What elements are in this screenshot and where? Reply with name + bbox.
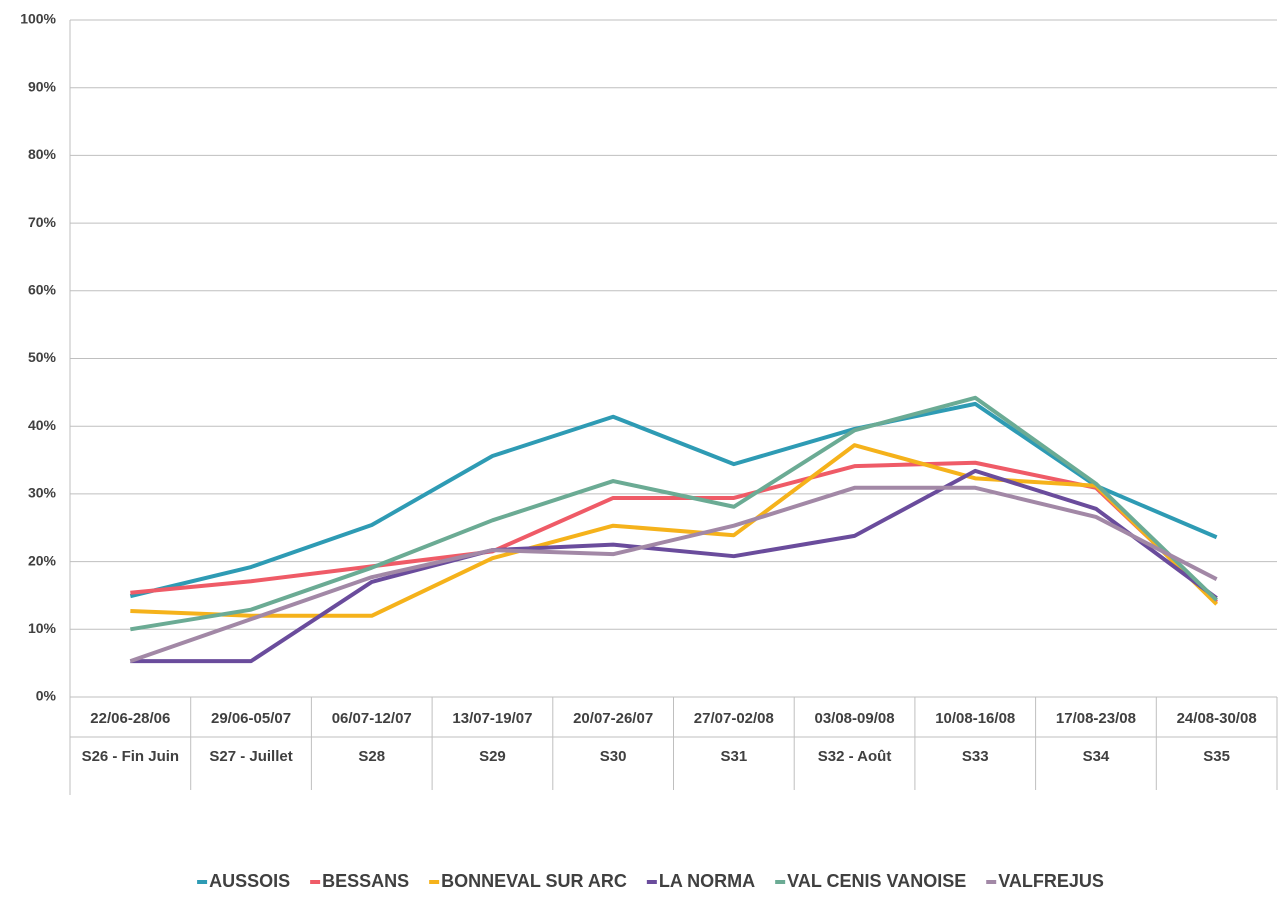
series-line [130,460,1219,604]
week-label: S35 [1203,748,1230,765]
week-label: S32 - Août [817,748,892,765]
series-line [129,485,1218,664]
x-tick-label: 10/08-16/08 [935,710,1016,727]
series-line [130,395,1219,632]
legend-label: VAL CENIS VANOISE [787,871,966,891]
week-label: S31 [720,748,748,765]
y-tick-label: 80% [28,146,57,162]
y-tick-label: 100% [20,11,56,27]
legend-label: LA NORMA [659,871,755,891]
x-tick-label: 06/07-12/07 [331,710,412,727]
legend-label: VALFREJUS [998,871,1104,891]
week-label: S27 - Juillet [209,748,293,765]
series-line [130,443,1219,618]
y-tick-label: 90% [28,78,57,94]
x-tick-label: 22/06-28/06 [90,710,171,727]
x-tick-label: 17/08-23/08 [1055,710,1136,727]
y-tick-label: 50% [28,349,57,365]
x-tick-label: 27/07-02/08 [693,710,774,727]
series-line [130,468,1218,664]
series-line [129,401,1218,599]
x-tick-label: 13/07-19/07 [452,710,533,727]
legend-label: AUSSOIS [209,871,290,891]
week-label: S33 [961,748,989,765]
y-tick-label: 70% [28,214,57,230]
legend-label: BESSANS [322,871,409,891]
x-tick-label: 20/07-26/07 [573,710,654,727]
y-tick-label: 30% [28,485,57,501]
week-label: S26 - Fin Juin [81,748,180,765]
x-tick-label: 03/08-09/08 [814,710,895,727]
y-tick-label: 40% [28,417,57,433]
week-label: S28 [358,748,386,765]
y-tick-label: 10% [28,620,57,636]
legend-label: BONNEVAL SUR ARC [441,871,627,891]
y-tick-label: 0% [36,688,57,704]
y-tick-label: 20% [28,552,57,568]
week-label: S29 [479,748,506,765]
x-tick-label: 29/06-05/07 [210,710,292,727]
y-tick-label: 60% [28,282,57,298]
x-tick-label: 24/08-30/08 [1176,710,1257,727]
week-label: S30 [599,748,627,765]
week-label: S34 [1082,748,1110,765]
